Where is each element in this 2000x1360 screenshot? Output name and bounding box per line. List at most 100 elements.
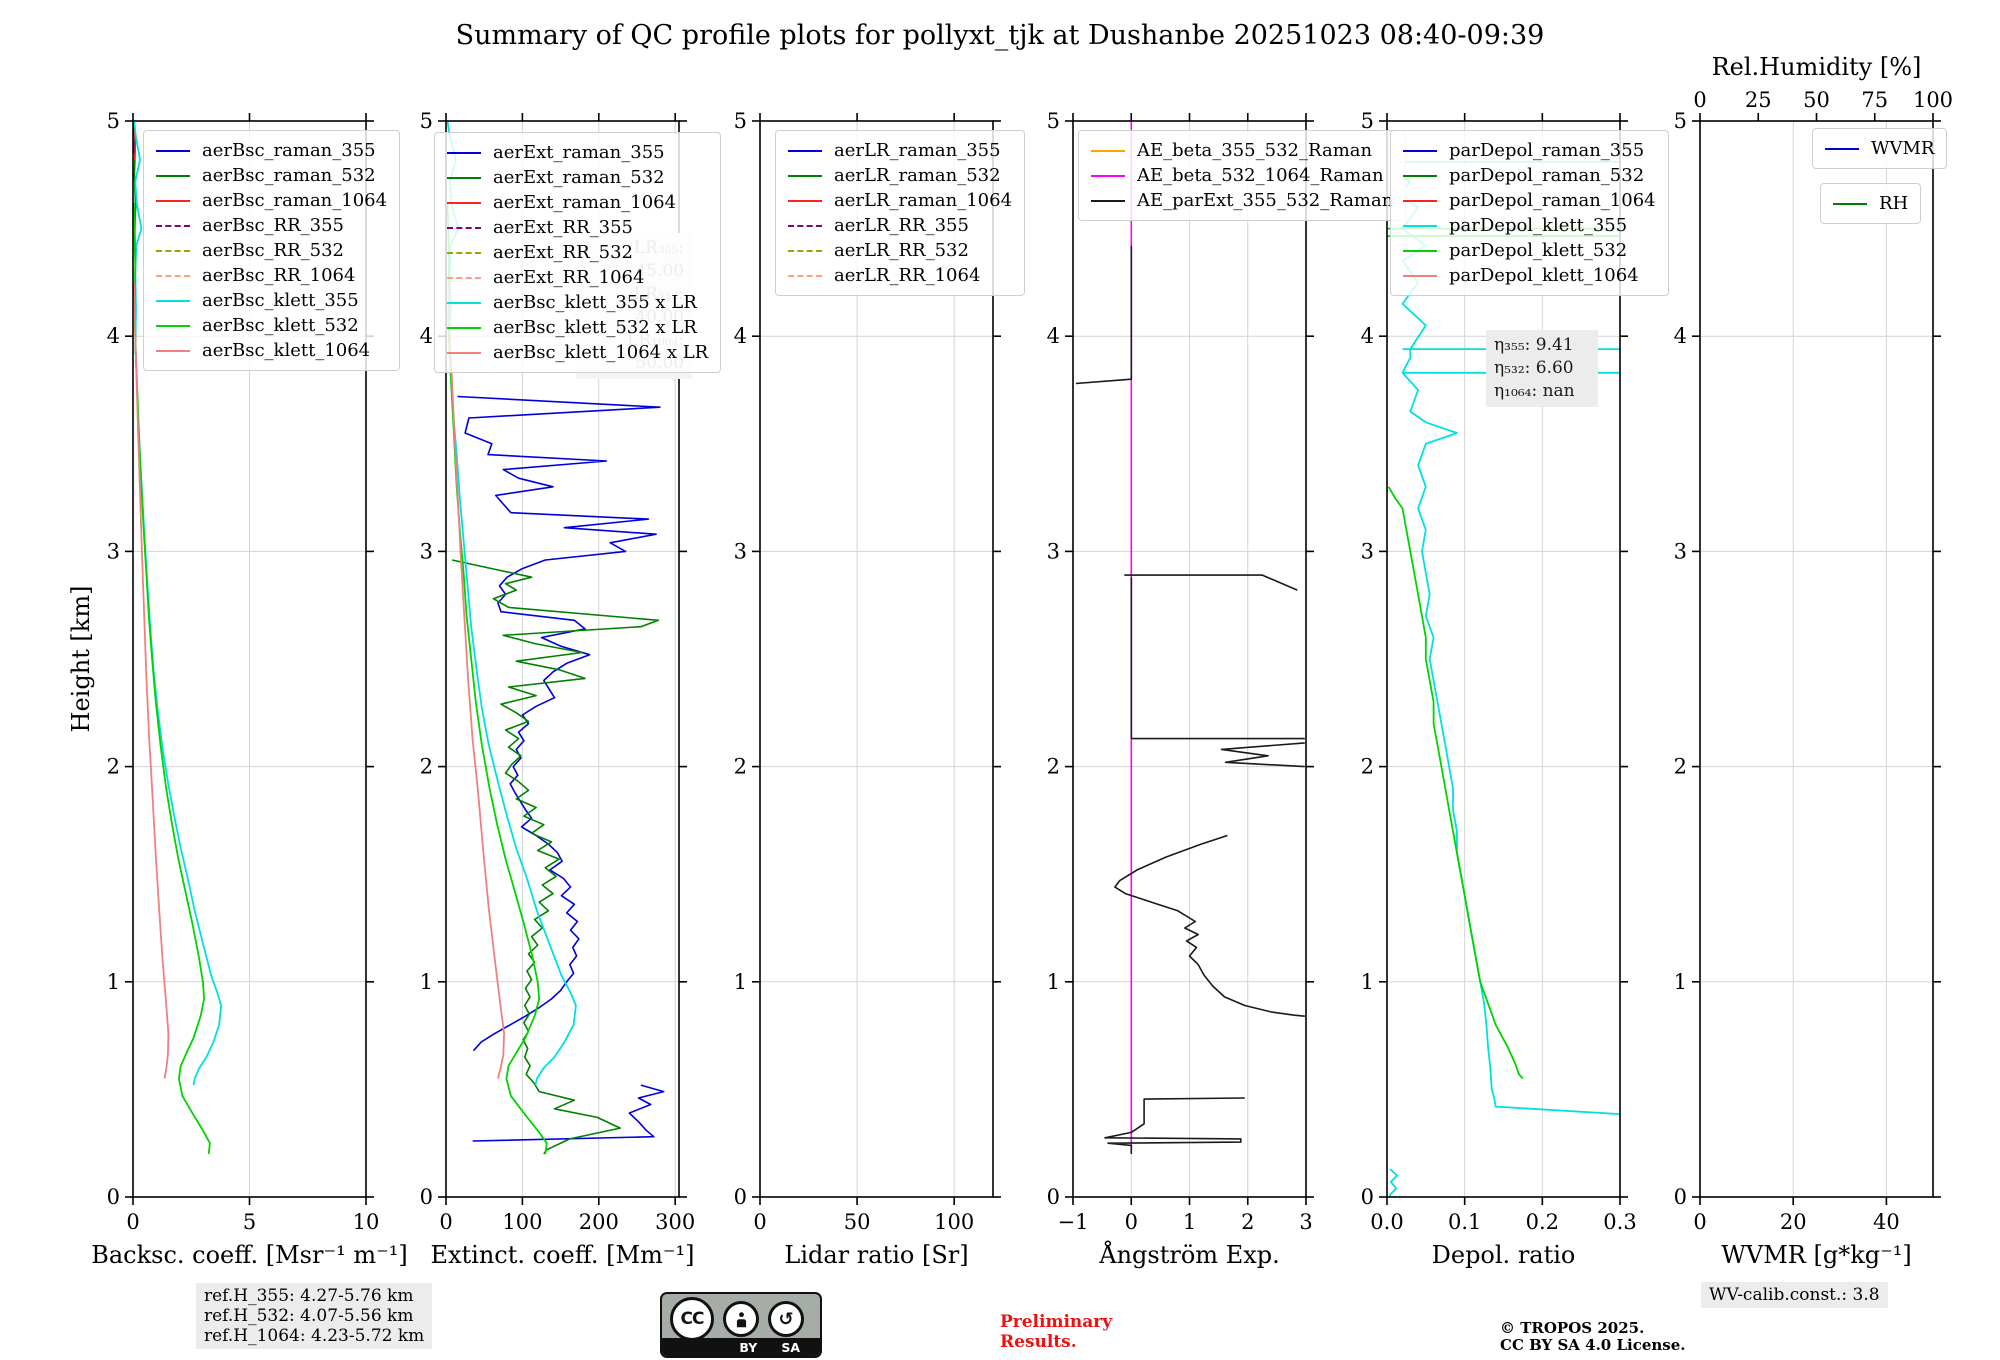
annotation-line: η₃₅₅: 9.41: [1494, 335, 1574, 355]
ref-height-1064: ref.H_1064: 4.23-5.72 km: [204, 1326, 425, 1346]
copyright-line-2: CC BY SA 4.0 License.: [1500, 1336, 1686, 1354]
y-tick-label: 4: [1361, 324, 1374, 348]
legend-line-sample: [788, 174, 822, 177]
legend-line-sample: [447, 351, 481, 354]
x-tick-label: 0: [126, 1210, 139, 1234]
legend-label: aerExt_RR_355: [493, 217, 633, 238]
legend-label: aerLR_raman_355: [834, 140, 1001, 161]
plot-frame: [445, 120, 680, 1198]
y-tick-label: 0: [1674, 1185, 1687, 1209]
x-tick-label: 0: [1693, 1210, 1706, 1234]
preliminary-results-note: Preliminary Results.: [1000, 1312, 1113, 1352]
y-tick-label: 5: [1674, 109, 1687, 133]
legend-item-parDepol_raman_355: parDepol_raman_355: [1403, 138, 1656, 163]
x-tick-label: 0: [439, 1210, 452, 1234]
legend-label: aerBsc_klett_355: [202, 290, 359, 311]
legend-label: aerBsc_klett_1064 x LR: [493, 342, 709, 363]
legend-item-aerLR_RR_532: aerLR_RR_532: [788, 238, 1012, 263]
y-tick-label: 0: [1047, 1185, 1060, 1209]
legend-item-aerExt_raman_1064: aerExt_raman_1064: [447, 190, 708, 215]
top-axis-label: Rel.Humidity [%]: [1712, 53, 1922, 81]
y-tick-label: 3: [1674, 539, 1687, 563]
legend-label: AE_beta_532_1064_Raman: [1137, 165, 1384, 186]
legend-line-sample: [447, 276, 481, 279]
legend-line-sample: [788, 274, 822, 277]
legend-label: aerBsc_raman_532: [202, 165, 376, 186]
legend-extinction: aerExt_raman_355 aerExt_raman_532 aerExt_r…: [434, 132, 722, 373]
series-parDepol_klett_355: [1394, 167, 1621, 1115]
legend-item-aerExt_RR_532: aerExt_RR_532: [447, 240, 708, 265]
legend-label: aerBsc_RR_355: [202, 215, 344, 236]
x-axis-label: Depol. ratio: [1432, 1241, 1576, 1269]
y-tick-label: 5: [1047, 109, 1060, 133]
legend-line-sample: [447, 176, 481, 179]
legend-item-aerBsc_klett_355 x LR: aerBsc_klett_355 x LR: [447, 290, 708, 315]
legend-item-parDepol_klett_532: parDepol_klett_532: [1403, 238, 1656, 263]
plot-depol: 0.0 0.1 0.2 0.3 0 1 2 3 4 5 Depol. ratio: [1361, 109, 1637, 1269]
legend-line-sample: [1403, 274, 1437, 277]
y-tick-label: 3: [420, 539, 433, 563]
cc-sa-arrow-icon: ↺: [768, 1301, 804, 1337]
legend-line-sample: [1403, 224, 1437, 227]
y-tick-label: 1: [107, 970, 120, 994]
cc-by-sa-badge: CC ↺ BY SA: [660, 1292, 822, 1358]
series-aerExt_raman_355: [472, 1084, 665, 1142]
legend-item-aerExt_RR_1064: aerExt_RR_1064: [447, 265, 708, 290]
cc-by-person-icon: [723, 1301, 759, 1337]
x-tick-label: 1: [1183, 1210, 1196, 1234]
x-tick-label: −1: [1058, 1210, 1089, 1234]
y-tick-label: 0: [1361, 1185, 1374, 1209]
y-tick-label: 4: [1674, 324, 1687, 348]
legend-label: RH: [1879, 193, 1909, 214]
legend-line-sample: [788, 199, 822, 202]
legend-line-sample: [788, 149, 822, 152]
series-parDepol_klett_532: [1387, 486, 1524, 1080]
legend-line-sample: [1091, 199, 1125, 202]
series-aerBsc_klett_1064_x_LR: [447, 282, 505, 1079]
figure-title: Summary of QC profile plots for pollyxt_…: [455, 20, 1545, 51]
legend-label: aerLR_raman_1064: [834, 190, 1013, 211]
x-tick-label: 100: [502, 1210, 542, 1234]
legend-item-AE_parExt_355_532_Raman: AE_parExt_355_532_Raman: [1091, 188, 1393, 213]
legend-item-aerBsc_klett_1064 x LR: aerBsc_klett_1064 x LR: [447, 340, 708, 365]
series-aerExt_raman_532: [451, 559, 660, 1155]
legend-item-parDepol_klett_1064: parDepol_klett_1064: [1403, 263, 1656, 288]
plot-frame: [1386, 120, 1621, 1198]
legend-label: aerExt_raman_532: [493, 167, 665, 188]
x-tick-label: 0: [753, 1210, 766, 1234]
legend-item-aerBsc_klett_355: aerBsc_klett_355: [156, 288, 387, 313]
ref-height-532: ref.H_532: 4.07-5.56 km: [204, 1306, 414, 1326]
reference-height-box: ref.H_355: 4.27-5.76 km ref.H_532: 4.07-…: [196, 1283, 433, 1349]
legend-label: aerBsc_klett_1064: [202, 340, 371, 361]
legend-item-aerExt_RR_355: aerExt_RR_355: [447, 215, 708, 240]
x-tick-label: 0: [1125, 1210, 1138, 1234]
series-aerExt_raman_355: [457, 395, 661, 1052]
x-tick-label: 200: [579, 1210, 619, 1234]
y-tick-label: 2: [420, 755, 433, 779]
x-tick-label: 20: [1780, 1210, 1807, 1234]
legend-label: aerLR_raman_532: [834, 165, 1001, 186]
legend-line-sample: [1833, 202, 1867, 205]
legend-item-WVMR: WVMR: [1825, 136, 1934, 161]
legend-line-sample: [156, 174, 190, 177]
legend-line-sample: [156, 199, 190, 202]
plot-lidar-ratio: 0 50 100 0 1 2 3 4 5 Lidar ratio [Sr]: [734, 109, 1001, 1269]
x-tick-label: 300: [655, 1210, 695, 1234]
legend-label: aerBsc_klett_532: [202, 315, 359, 336]
legend-line-sample: [447, 151, 481, 154]
x-tick-label: 0.1: [1448, 1210, 1481, 1234]
cc-icon: CC: [670, 1297, 714, 1341]
legend-label: parDepol_raman_532: [1449, 165, 1645, 186]
y-tick-label: 4: [107, 324, 120, 348]
legend-item-aerLR_raman_532: aerLR_raman_532: [788, 163, 1012, 188]
y-tick-label: 1: [1047, 970, 1060, 994]
legend-line-sample: [788, 224, 822, 227]
annotation-line: η₁₀₆₄: nan: [1494, 381, 1575, 401]
legend-label: aerBsc_klett_532 x LR: [493, 317, 697, 338]
legend-line-sample: [788, 249, 822, 252]
y-tick-label: 5: [1361, 109, 1374, 133]
series-AE_parExt_355_532_Raman: [1124, 574, 1298, 591]
series-parDepol_klett_355: [1389, 1168, 1398, 1197]
